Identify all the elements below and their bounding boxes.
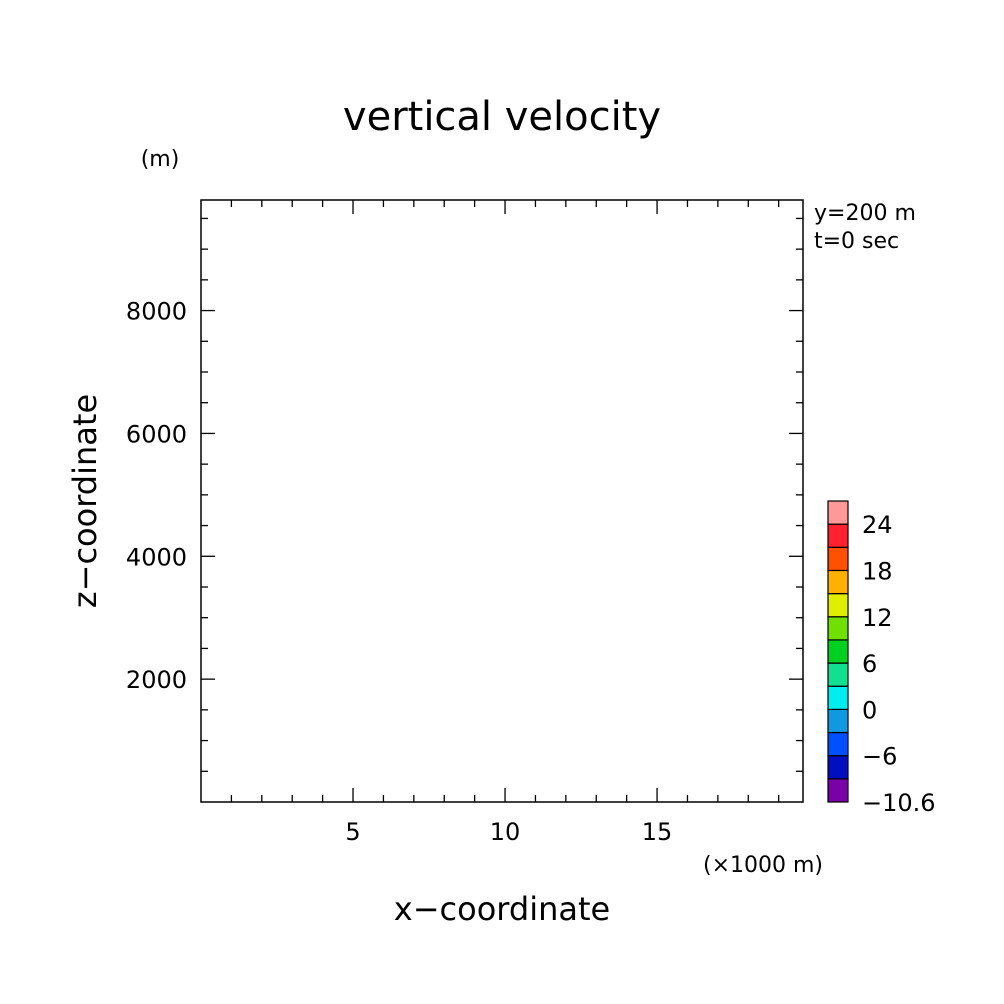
y-tick-label: 4000 xyxy=(126,543,187,571)
x-axis-label: x−coordinate xyxy=(394,890,610,928)
colorbar-label: −6 xyxy=(862,743,897,771)
y-tick-label: 2000 xyxy=(126,666,187,694)
colorbar-labels: 24 18 12 6 0 −6 −10.6 xyxy=(862,511,936,817)
colorbar xyxy=(827,500,849,803)
colorbar-swatch xyxy=(827,778,849,803)
colorbar-swatch xyxy=(827,500,849,525)
colorbar-label: 18 xyxy=(862,557,893,585)
x-axis-ticks xyxy=(230,200,780,802)
y-axis-tick-labels: 2000 4000 6000 8000 xyxy=(126,298,187,695)
colorbar-label: 24 xyxy=(862,511,893,539)
colorbar-label: 12 xyxy=(862,604,893,632)
chart-title: vertical velocity xyxy=(343,94,661,140)
colorbar-swatch xyxy=(827,616,849,641)
y-unit-label: (m) xyxy=(141,147,180,172)
colorbar-label: 0 xyxy=(862,696,877,724)
colorbar-label: −10.6 xyxy=(862,789,936,817)
y-axis-ticks xyxy=(201,217,803,772)
x-axis-tick-labels: 5 10 15 xyxy=(345,818,672,846)
colorbar-swatch xyxy=(827,708,849,734)
colorbar-swatch xyxy=(827,546,849,572)
y-tick-label: 8000 xyxy=(126,298,187,326)
colorbar-swatch xyxy=(827,593,849,618)
colorbar-swatch xyxy=(827,639,849,664)
y-tick-label: 6000 xyxy=(126,420,187,448)
x-tick-label: 10 xyxy=(490,818,521,846)
colorbar-swatch xyxy=(827,755,849,780)
y-axis-label: z−coordinate xyxy=(66,394,104,608)
colorbar-swatch xyxy=(827,731,849,757)
plot-area xyxy=(200,199,804,803)
colorbar-swatch xyxy=(827,685,849,710)
x-tick-label: 5 xyxy=(345,818,360,846)
annotation-y: y=200 m xyxy=(814,201,916,226)
x-tick-label: 15 xyxy=(642,818,673,846)
x-unit-label: (×1000 m) xyxy=(703,853,823,878)
colorbar-swatch xyxy=(827,569,849,595)
colorbar-label: 6 xyxy=(862,650,877,678)
annotation-t: t=0 sec xyxy=(814,229,899,254)
colorbar-swatch xyxy=(827,523,849,548)
colorbar-swatch xyxy=(827,662,849,687)
